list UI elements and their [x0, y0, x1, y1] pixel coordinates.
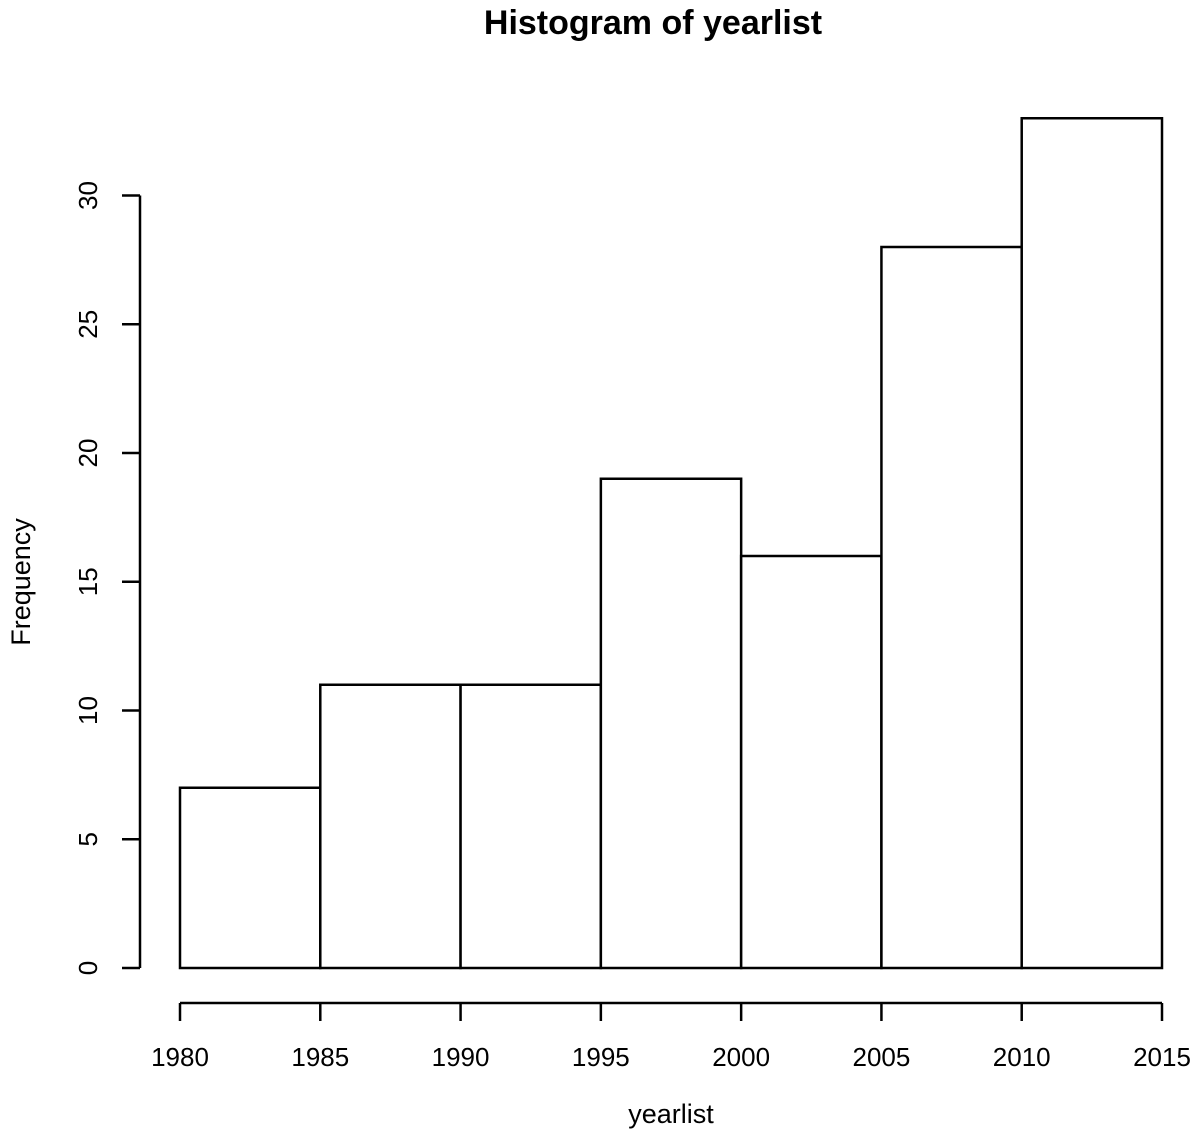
histogram-bar-2000-2005: [739, 554, 883, 970]
x-tick-label-2010: 2010: [993, 1042, 1051, 1072]
x-tick-label-2005: 2005: [853, 1042, 911, 1072]
histogram-bar-1980-1985: [178, 786, 322, 970]
x-tick-label-1985: 1985: [291, 1042, 349, 1072]
x-tick-label-2000: 2000: [712, 1042, 770, 1072]
y-tick-label-20: 20: [73, 439, 103, 468]
histogram-bar-1985-1990: [319, 683, 462, 970]
bars-group: [178, 117, 1164, 970]
histogram-bar-2010-2015: [1020, 117, 1164, 970]
y-axis-label: Frequency: [6, 518, 36, 646]
x-tick-label-2015: 2015: [1133, 1042, 1191, 1072]
y-tick-label-25: 25: [73, 310, 103, 339]
y-tick-label-30: 30: [73, 181, 103, 210]
x-axis-label: yearlist: [628, 1099, 714, 1129]
histogram-bar-2005-2010: [880, 245, 1023, 970]
x-tick-label-1980: 1980: [151, 1042, 209, 1072]
x-tick-label-1990: 1990: [432, 1042, 490, 1072]
y-tick-label-15: 15: [73, 567, 103, 596]
histogram-bar-1990-1995: [459, 683, 603, 970]
y-axis: 0 5 10 15 20 25 30: [73, 181, 142, 975]
y-tick-label-0: 0: [73, 961, 103, 975]
x-axis: 1980 1985 1990 1995 2000 2005 2010 2015: [151, 1001, 1191, 1072]
y-tick-label-10: 10: [73, 696, 103, 725]
y-tick-label-5: 5: [73, 832, 103, 846]
x-tick-label-1995: 1995: [572, 1042, 630, 1072]
chart-title: Histogram of yearlist: [484, 4, 822, 42]
histogram-bar-1995-2000: [599, 477, 743, 970]
